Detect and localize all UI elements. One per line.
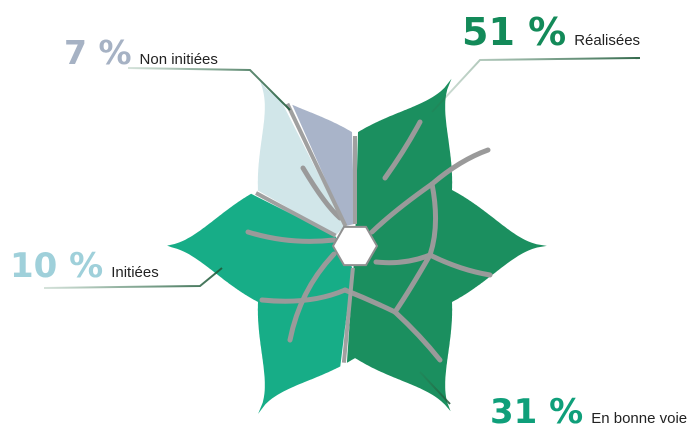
category-en-bonne-voie: En bonne voie <box>591 410 688 427</box>
pct-en-bonne-voie: 31 % <box>490 392 584 432</box>
slice-en-bonne-voie <box>167 193 353 414</box>
category-non-initiees: Non initiées <box>139 51 218 68</box>
slice-boundary <box>341 267 355 363</box>
leader-line <box>419 371 451 405</box>
divider-line <box>300 165 343 221</box>
slice-boundary <box>255 191 337 238</box>
divider-line <box>392 252 433 315</box>
divider-line <box>245 229 337 244</box>
divider-line <box>429 147 491 187</box>
center-hub <box>331 225 379 267</box>
label-en-bonne-voie: 31 % En bonne voie <box>490 392 687 432</box>
leader-line <box>43 267 223 289</box>
divider-line <box>427 252 493 278</box>
pct-initiees: 10 % <box>10 246 104 286</box>
pct-realisees: 51 % <box>462 10 567 54</box>
divider-line <box>382 119 423 181</box>
category-initiees: Initiées <box>111 264 159 281</box>
label-realisees: 51 % Réalisées <box>462 10 640 54</box>
divider-line <box>427 181 439 258</box>
category-realisees: Réalisées <box>574 32 641 49</box>
divider-group <box>245 102 493 363</box>
leader-line <box>127 67 291 111</box>
label-initiees: 10 % Initiées <box>10 246 159 286</box>
label-non-initiees: 7 % Non initiées <box>64 33 218 72</box>
divider-line <box>369 181 435 235</box>
slice-boundary <box>285 102 348 227</box>
divider-line <box>259 287 348 304</box>
slice-non-initi-es <box>292 104 355 226</box>
leader-lines <box>43 57 641 405</box>
leader-line <box>431 57 641 113</box>
divider-line <box>392 309 443 363</box>
divider-line <box>373 252 433 266</box>
pct-non-initiees: 7 % <box>64 33 132 72</box>
divider-line <box>287 251 337 343</box>
